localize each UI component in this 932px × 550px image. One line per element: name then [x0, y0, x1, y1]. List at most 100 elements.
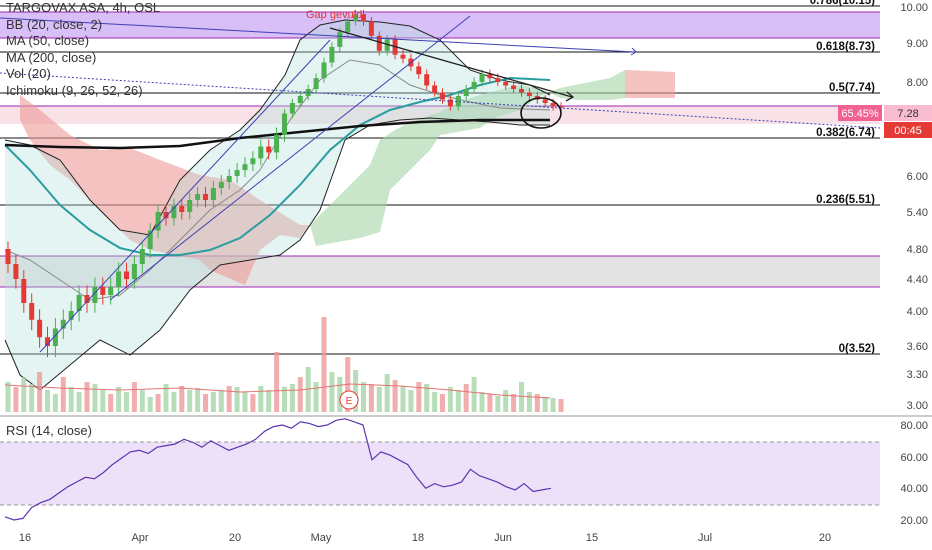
volume-bar: [124, 392, 129, 412]
earnings-marker: [339, 390, 359, 410]
volume-bar: [519, 382, 524, 412]
candle-body: [116, 271, 122, 287]
candle-body: [163, 212, 169, 219]
candle-body: [432, 85, 438, 93]
candle-body: [37, 319, 43, 338]
rsi-axis-label-3: 20.00: [900, 515, 928, 527]
volume-bar: [353, 370, 359, 412]
fib-label-5: 0(3.52): [839, 343, 876, 355]
volume-bar: [195, 388, 201, 412]
fib-label-2: 0.5(7.74): [829, 82, 875, 94]
x-axis-label-1: Apr: [131, 532, 148, 544]
trendline-up-1: [39, 39, 331, 353]
volume-bar: [487, 394, 493, 412]
candle-body: [266, 146, 272, 153]
volume-bar: [29, 384, 35, 412]
x-axis-label-0: 16: [19, 532, 31, 544]
bollinger-fill: [5, 20, 550, 390]
price-axis-label-10: 3.30: [907, 369, 928, 381]
volume-bar: [155, 394, 161, 412]
candle-body: [542, 99, 548, 103]
price-tag: 7.28: [897, 108, 918, 120]
x-axis-label-5: Jun: [494, 532, 512, 544]
volume-bar: [13, 387, 19, 412]
arrow-head-1: [630, 47, 637, 56]
rsi-axis-label-1: 60.00: [900, 452, 928, 464]
candle-body: [226, 176, 232, 182]
volume-bar: [479, 392, 485, 412]
price-axis-label-8: 4.00: [907, 306, 928, 318]
candle-body: [511, 85, 517, 89]
volume-bar: [242, 392, 248, 412]
volume-bar: [163, 384, 169, 412]
volume-bar: [131, 382, 137, 412]
candle-body: [29, 303, 35, 320]
legend-ma50[interactable]: MA (50, close): [6, 33, 90, 48]
x-axis-label-6: 15: [586, 532, 598, 544]
x-axis-label-7: Jul: [698, 532, 712, 544]
candle-body: [297, 96, 303, 103]
candle-body: [289, 103, 295, 114]
volume-bar: [226, 386, 232, 412]
candle-body: [337, 32, 343, 47]
circle-marker: [520, 97, 562, 129]
candle-body: [424, 74, 430, 86]
candle-body: [463, 89, 469, 96]
rsi-legend[interactable]: RSI (14, close): [6, 423, 92, 438]
volume-bar: [526, 392, 532, 412]
candle-body: [274, 134, 280, 153]
candle-body: [60, 319, 66, 329]
candle-body: [550, 103, 556, 107]
legend-ichimoku[interactable]: Ichimoku (9, 26, 52, 26): [6, 82, 143, 98]
volume-bar: [234, 387, 240, 412]
legend-bb[interactable]: BB (20, close, 2): [6, 16, 103, 32]
volume-bar: [274, 352, 280, 412]
rsi-axis-label-2: 40.00: [900, 483, 928, 495]
price-axis-label-5: 5.40: [907, 207, 928, 219]
legend-symbol[interactable]: TARGOVAX ASA, 4h, OSL: [6, 0, 161, 15]
volume-ma: [4, 383, 551, 399]
candle-body: [68, 311, 74, 320]
volume-bar: [266, 390, 272, 412]
volume-bar: [289, 384, 295, 412]
candle-body: [479, 74, 485, 82]
candle-body: [353, 14, 359, 22]
volume-bar: [408, 390, 414, 412]
trendline-down-long: [0, 17, 636, 53]
volume-bar: [432, 392, 438, 412]
candle-body: [131, 264, 137, 279]
price-axis-label-7: 4.40: [907, 274, 928, 286]
candle-body: [376, 35, 382, 51]
countdown-tag: 00:45: [894, 125, 922, 137]
candle-body: [361, 14, 366, 22]
volume-bar: [52, 394, 58, 412]
ma50-line: [4, 76, 551, 256]
fib-label-4: 0.236(5.51): [816, 194, 875, 206]
volume-bar: [282, 387, 287, 412]
volume-bar: [424, 384, 430, 412]
volume-bar: [171, 392, 177, 412]
fib-label-1: 0.618(8.73): [816, 41, 875, 53]
candle-body: [519, 89, 524, 93]
volume-bar: [187, 390, 193, 412]
volume-bar: [511, 394, 517, 412]
candle-body: [242, 164, 248, 171]
volume-bar: [550, 398, 556, 412]
candle-body: [250, 158, 256, 165]
trendline-down: [329, 27, 573, 98]
candle-body: [471, 82, 477, 89]
volume-bar: [108, 394, 114, 412]
change-tag: 65.45%: [841, 108, 879, 120]
volume-bar: [203, 394, 208, 412]
price-axis-label-0: 10.00: [900, 2, 928, 14]
legend-vol[interactable]: Vol (20): [6, 66, 51, 81]
candle-body: [84, 295, 90, 303]
legend-ma200[interactable]: MA (200, close): [6, 49, 97, 65]
volume-bar: [558, 399, 564, 412]
volume-bar: [76, 392, 82, 412]
volume-bar: [471, 377, 477, 412]
candle-body: [21, 279, 27, 303]
candle-body: [400, 54, 406, 59]
volume-bar: [321, 317, 327, 412]
